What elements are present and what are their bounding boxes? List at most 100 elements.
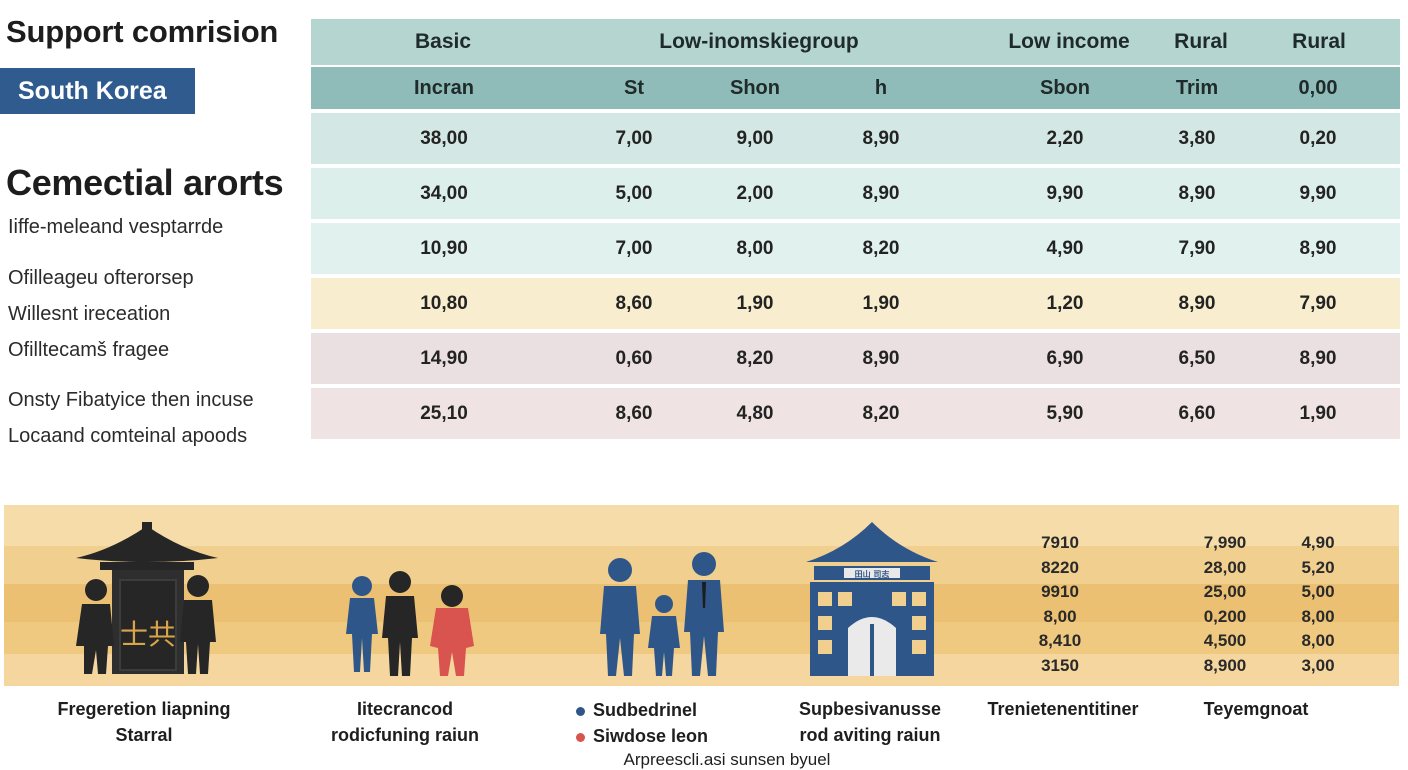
temple-couple-icon: 士共	[76, 522, 218, 674]
table-cell: 9,00	[736, 127, 774, 149]
table-cell: 10,80	[420, 292, 468, 314]
band-number: 5,20	[1301, 557, 1335, 577]
band-number: 0,200	[1203, 606, 1247, 626]
table-row: 10,90 7,00 8,00 8,20 4,90 7,90 8,90	[311, 223, 1400, 274]
band-number: 8,900	[1203, 655, 1247, 675]
table-cell: 10,90	[420, 237, 468, 259]
table-row: 25,10 8,60 4,80 8,20 5,90 6,60 1,90	[311, 388, 1400, 439]
table-cell: 8,00	[736, 237, 774, 259]
table-cell: 1,90	[736, 292, 774, 314]
caption-line: Starral	[115, 725, 173, 745]
table-cell: 8,90	[862, 347, 900, 369]
table-cell: 8,90	[1178, 292, 1216, 314]
table-cell: 6,90	[1046, 347, 1084, 369]
subheader-cell: Sbon	[1040, 76, 1090, 99]
caption-column: Teyemgnoat	[1204, 696, 1309, 722]
band-number: 7910	[1041, 533, 1079, 552]
band-number: 5,00	[1301, 582, 1335, 601]
subheader-cell: Trim	[1175, 76, 1219, 99]
legend-dot-icon	[576, 706, 585, 716]
band-number: 8,00	[1301, 606, 1335, 626]
table-cell: 8,60	[615, 402, 653, 424]
side-text-line: Ofilleageu ofterorsep	[8, 267, 194, 289]
building-sign: 田山 司志	[855, 569, 890, 579]
parents-child-icon	[600, 552, 724, 676]
table-cell: 7,00	[615, 127, 653, 149]
caption-line: rod aviting raiun	[799, 725, 941, 745]
table-cell: 8,90	[862, 182, 900, 204]
table-cell: 1,90	[1299, 402, 1337, 424]
panel-title: Support comrision	[6, 14, 279, 49]
caption-family: Iitecrancod rodicfuning raiun	[331, 696, 479, 748]
header-basic: Basic	[414, 30, 472, 53]
section-heading: Cemectial arorts	[6, 162, 284, 203]
subheader-cell: h	[874, 76, 888, 99]
band-number-column: 4,90 5,20 5,00 8,00 8,00 3,00	[1286, 531, 1350, 678]
table-cell: 7,00	[615, 237, 653, 259]
band-number: 28,00	[1203, 557, 1247, 577]
support-table: Basic Low-inomskiegroup Low income Rural…	[311, 19, 1400, 439]
table-cell: 8,20	[736, 347, 774, 369]
table-subheader-row: Incran St Shon h Sbon Trim 0,00	[311, 67, 1400, 109]
side-text-line: Iiffe-meleand vesptarrde	[8, 216, 224, 238]
caption-column: Trenietenentitiner	[987, 696, 1138, 722]
caption-line: rodicfuning raiun	[331, 725, 479, 745]
temple-sign-glyphs: 士共	[120, 618, 176, 651]
building-icon: 田山 司志	[806, 522, 938, 676]
table-row: 38,00 7,00 9,00 8,90 2,20 3,80 0,20	[311, 113, 1400, 164]
subheader-cell: 0,00	[1298, 76, 1338, 99]
table-cell: 5,00	[615, 182, 653, 204]
table-cell: 0,60	[615, 347, 653, 369]
table-cell: 8,90	[1299, 237, 1337, 259]
table-cell: 4,80	[736, 402, 774, 424]
band-number: 8,00	[1301, 631, 1335, 650]
table-cell: 9,90	[1046, 182, 1084, 204]
band-stripe	[4, 505, 1399, 546]
family-icon	[346, 571, 474, 676]
band-number: 8,00	[1043, 606, 1077, 626]
caption-temple: Fregeretion liapning Starral	[57, 696, 230, 748]
header-low-income-group: Low-inomskiegroup	[659, 30, 859, 53]
caption-line: Teyemgnoat	[1203, 699, 1309, 719]
band-number: 8,410	[1038, 631, 1082, 650]
caption-line: Supbesivanusse	[798, 699, 942, 719]
caption-line: Iitecrancod	[356, 699, 454, 719]
table-header-row: Basic Low-inomskiegroup Low income Rural…	[311, 19, 1400, 65]
side-text-line: Locaand comteinal apoods	[8, 425, 248, 447]
caption-line: Trenietenentitiner	[987, 699, 1139, 719]
table-cell: 4,90	[1046, 237, 1084, 259]
subheader-cell: Incran	[413, 76, 475, 99]
table-cell: 38,00	[420, 127, 468, 149]
caption-building: Supbesivanusse rod aviting raiun	[799, 696, 941, 748]
band-number: 4,90	[1301, 533, 1335, 552]
table-cell: 8,90	[862, 127, 900, 149]
country-badge: South Korea	[0, 68, 195, 114]
table-cell: 0,20	[1299, 127, 1337, 149]
band-number: 4,500	[1203, 631, 1247, 650]
side-text-line: Willesnt ireceation	[8, 303, 171, 325]
band-number: 3150	[1041, 655, 1079, 675]
side-text-line: Onsty Fibatyice then incuse	[8, 389, 254, 411]
legend-dot-icon	[576, 732, 585, 742]
table-cell: 8,20	[862, 237, 900, 259]
table-row: 34,00 5,00 2,00 8,90 9,90 8,90 9,90	[311, 168, 1400, 219]
band-number: 25,00	[1203, 582, 1247, 601]
table-cell: 25,10	[420, 402, 468, 424]
band-number: 9910	[1041, 582, 1079, 601]
table-cell: 2,20	[1046, 127, 1084, 149]
side-text-line: Ofilltecamš fragee	[8, 339, 170, 361]
band-number: 8220	[1041, 557, 1079, 577]
band-number-column: 7910 8220 9910 8,00 8,410 3150	[1028, 531, 1092, 678]
table-cell: 1,90	[862, 292, 900, 314]
table-cell: 7,90	[1299, 292, 1337, 314]
legend-label: Sudbedrinel	[593, 700, 698, 720]
table-cell: 7,90	[1178, 237, 1216, 259]
subheader-cell: St	[624, 76, 644, 99]
band-number: 7,990	[1203, 533, 1247, 552]
band-number-column: 7,990 28,00 25,00 0,200 4,500 8,900	[1186, 531, 1264, 678]
table-cell: 6,50	[1178, 347, 1216, 369]
table-cell: 8,60	[615, 292, 653, 314]
caption-line: Fregeretion liapning	[57, 699, 231, 719]
band-number: 3,00	[1301, 655, 1335, 675]
table-cell: 2,00	[736, 182, 774, 204]
